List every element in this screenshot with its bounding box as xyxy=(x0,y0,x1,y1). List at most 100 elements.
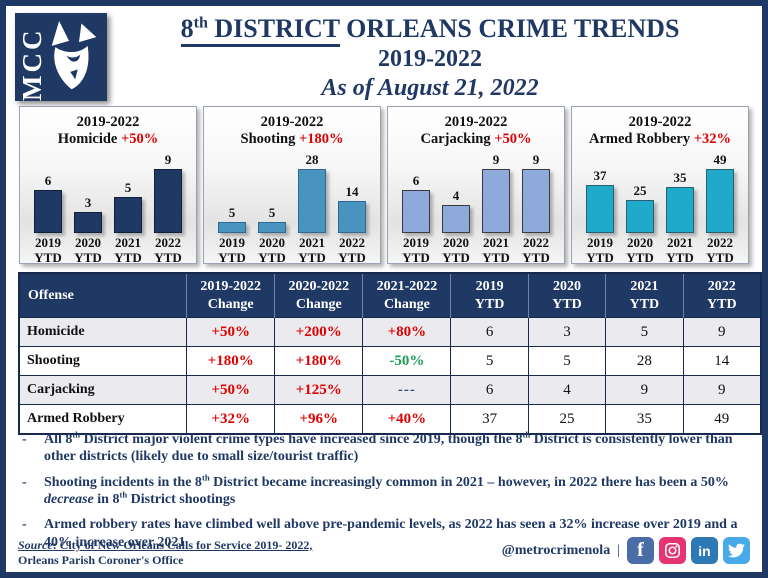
chart-crime-name: Shooting xyxy=(240,131,299,148)
table-row: Armed Robbery +32% +96% +40% 37 25 35 49 xyxy=(18,404,762,435)
bullet-marker: - xyxy=(22,432,27,447)
bar-value-label: 14 xyxy=(345,183,359,199)
bar xyxy=(402,189,430,233)
chart-change-value: +180% xyxy=(298,131,344,148)
twitter-icon[interactable] xyxy=(723,537,750,564)
bar xyxy=(522,168,550,233)
crime-chart-homicide: 2019-2022 Homicide +50% 6 3 5 9 2019 YTD 2020 YTD… xyxy=(19,106,197,266)
value-cell: 28 xyxy=(605,346,684,376)
bar xyxy=(154,168,182,233)
bar-column: 6 xyxy=(31,173,65,233)
chart-change-value: +50% xyxy=(120,131,159,148)
value-cell: +96% xyxy=(274,404,364,435)
bar xyxy=(706,168,734,233)
bar-value-label: 35 xyxy=(673,169,687,185)
column-header: 2019-2022 Change xyxy=(186,273,276,318)
crime-chart-carjacking: 2019-2022 Carjacking +50% 6 4 9 9 2019 YTD 2020 Y… xyxy=(387,106,565,265)
social-bar: @metrocrimenola | f in xyxy=(502,537,750,564)
x-tick-label: 2022 YTD xyxy=(338,234,366,265)
chart-x-axis: 2019 YTD 2020 YTD 2021 YTD 2022 YTD xyxy=(20,234,196,266)
bar-value-label: 37 xyxy=(593,167,607,183)
bar xyxy=(482,168,510,233)
source-line-1: Source: City of New Orleans Calls for Se… xyxy=(18,538,313,552)
title-years: 2019-2022 xyxy=(378,45,482,72)
value-cell: 5 xyxy=(450,346,529,376)
bar-column: 9 xyxy=(519,152,553,233)
x-tick-label: 2022 YTD xyxy=(522,234,550,265)
value-cell: +32% xyxy=(186,404,276,435)
bar-value-label: 49 xyxy=(713,151,727,167)
bar-column: 9 xyxy=(151,152,185,233)
bar xyxy=(666,186,694,233)
bullet-marker: - xyxy=(22,517,27,533)
x-tick-label: 2022 YTD xyxy=(154,234,182,265)
chart-crime-name: Carjacking xyxy=(420,131,495,148)
value-cell: +80% xyxy=(362,317,452,347)
value-cell: 9 xyxy=(682,375,762,405)
value-cell: 37 xyxy=(450,404,529,435)
chart-title-name: Homicide +50% xyxy=(20,131,196,148)
chart-x-axis: 2019 YTD 2020 YTD 2021 YTD 2022 YTD xyxy=(572,234,748,266)
chart-title-name: Armed Robbery +32% xyxy=(572,131,748,148)
bar-column: 49 xyxy=(703,152,737,233)
offense-cell: Homicide xyxy=(18,317,188,347)
value-cell: +180% xyxy=(274,346,364,376)
linkedin-icon[interactable]: in xyxy=(691,537,718,564)
value-cell: 6 xyxy=(450,375,529,405)
bullet-item: - Shooting incidents in the 8th District … xyxy=(22,473,748,509)
chart-crime-name: Homicide xyxy=(57,131,121,148)
column-header: 2022 YTD xyxy=(683,273,762,318)
bar xyxy=(298,168,326,233)
value-cell: +200% xyxy=(274,317,364,347)
bar-value-label: 5 xyxy=(228,204,236,220)
x-tick-label: 2020 YTD xyxy=(626,234,654,265)
value-cell: 14 xyxy=(682,346,762,376)
bar-value-label: 9 xyxy=(532,151,540,167)
chart-plot: 6 4 9 9 xyxy=(388,149,564,233)
bar xyxy=(442,204,470,233)
bar xyxy=(218,221,246,233)
crime-stats-table: Offense 2019-2022 Change 2020-2022 Change 202… xyxy=(18,272,762,435)
x-tick-label: 2021 YTD xyxy=(482,234,510,265)
column-header: 2019 YTD xyxy=(450,273,529,318)
table-header-row: Offense 2019-2022 Change 2020-2022 Change 202… xyxy=(19,273,762,318)
bar-column: 3 xyxy=(71,195,105,233)
value-cell: +50% xyxy=(186,375,276,405)
source-line-2: Orleans Parish Coroner's Office xyxy=(18,553,184,567)
bar-column: 5 xyxy=(255,205,289,233)
value-cell: 25 xyxy=(527,404,607,435)
bar-value-label: 6 xyxy=(412,172,420,188)
source-citation: Source: City of New Orleans Calls for Se… xyxy=(18,538,312,568)
chart-change-value: +32% xyxy=(693,131,731,148)
value-cell: 4 xyxy=(527,375,607,405)
chart-plot: 37 25 35 49 xyxy=(572,149,748,233)
bar-value-label: 4 xyxy=(452,187,460,203)
bar-column: 5 xyxy=(111,180,145,233)
offense-cell: Shooting xyxy=(18,346,188,376)
x-tick-label: 2020 YTD xyxy=(258,234,286,265)
value-cell: 6 xyxy=(450,317,529,347)
x-tick-label: 2021 YTD xyxy=(666,234,694,265)
chart-plot: 5 5 28 14 xyxy=(204,149,380,233)
facebook-icon[interactable]: f xyxy=(627,537,654,564)
bar-value-label: 3 xyxy=(84,194,92,210)
bar xyxy=(586,184,614,233)
bar-value-label: 9 xyxy=(164,151,172,167)
bar-column: 9 xyxy=(479,152,513,233)
table-row: Shooting +180% +180% -50% 5 5 28 14 xyxy=(18,346,762,376)
bullet-text: Armed robbery rates have climbed well ab… xyxy=(44,517,738,550)
bullet-item: - Armed robbery rates have climbed well a… xyxy=(22,516,748,551)
bar-column: 4 xyxy=(439,188,473,233)
chart-title-period: 2019-2022 xyxy=(76,114,140,130)
chart-crime-name: Armed Robbery xyxy=(589,131,694,148)
bar-column: 28 xyxy=(295,152,329,233)
value-cell: 3 xyxy=(527,317,607,347)
x-tick-label: 2022 YTD xyxy=(706,234,734,265)
value-cell: +40% xyxy=(362,404,452,435)
instagram-icon[interactable] xyxy=(659,537,686,564)
bar xyxy=(258,221,286,233)
summary-bullets: - All 8th District major violent crime ty… xyxy=(22,430,748,559)
title-line-1: 8th DISTRICT ORLEANS CRIME TRENDS xyxy=(110,14,750,47)
social-handle: @metrocrimenola xyxy=(501,542,611,558)
